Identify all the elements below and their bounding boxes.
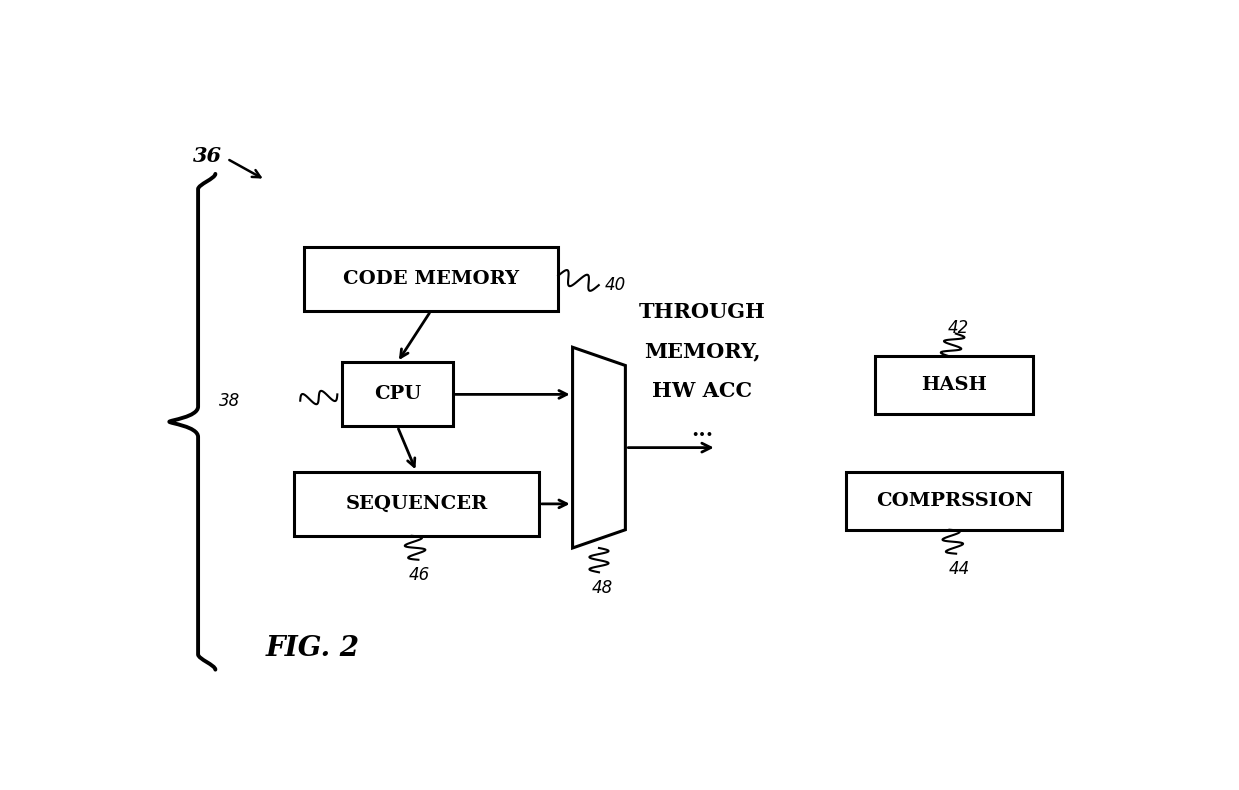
Text: COMPRSSION: COMPRSSION [876, 492, 1032, 510]
Polygon shape [572, 348, 626, 548]
Text: CPU: CPU [374, 386, 421, 404]
Text: ...: ... [691, 420, 714, 440]
Text: 46: 46 [409, 566, 430, 584]
Text: 42: 42 [948, 318, 969, 337]
Text: FIG. 2: FIG. 2 [265, 635, 359, 662]
Text: HW ACC: HW ACC [652, 381, 752, 401]
Text: MEMORY,: MEMORY, [644, 341, 761, 361]
Text: 48: 48 [591, 578, 612, 596]
Bar [342, 363, 452, 427]
Bar [304, 246, 559, 310]
Bar [846, 472, 1062, 530]
Text: SEQUENCER: SEQUENCER [346, 495, 488, 513]
Text: 38: 38 [218, 392, 240, 410]
Text: 36: 36 [193, 145, 222, 166]
Text: 40: 40 [605, 276, 626, 294]
Text: CODE MEMORY: CODE MEMORY [343, 270, 519, 288]
Text: THROUGH: THROUGH [639, 302, 766, 322]
Text: 44: 44 [948, 560, 970, 578]
Text: HASH: HASH [922, 376, 987, 394]
Bar [875, 356, 1033, 414]
Bar [294, 472, 539, 536]
